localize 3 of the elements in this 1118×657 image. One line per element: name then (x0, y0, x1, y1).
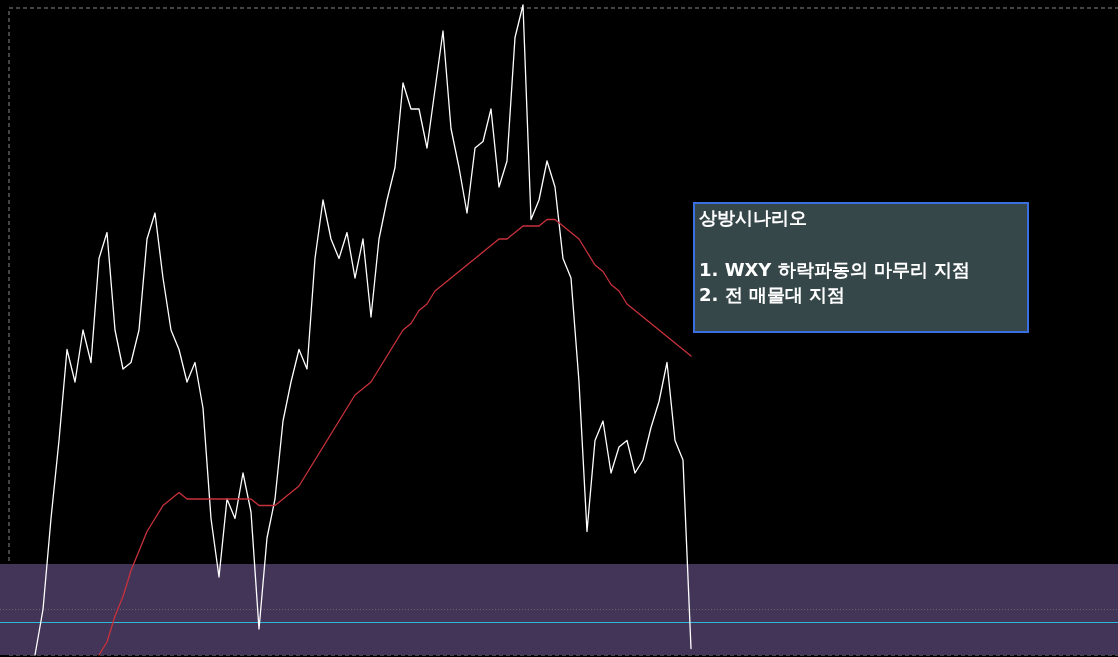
text: 1. WXY 하락파동의 마무리 지점 (699, 259, 971, 280)
text: 2. 전 매물대 지점 (699, 284, 846, 305)
text: 상방시나리오 (699, 207, 807, 228)
